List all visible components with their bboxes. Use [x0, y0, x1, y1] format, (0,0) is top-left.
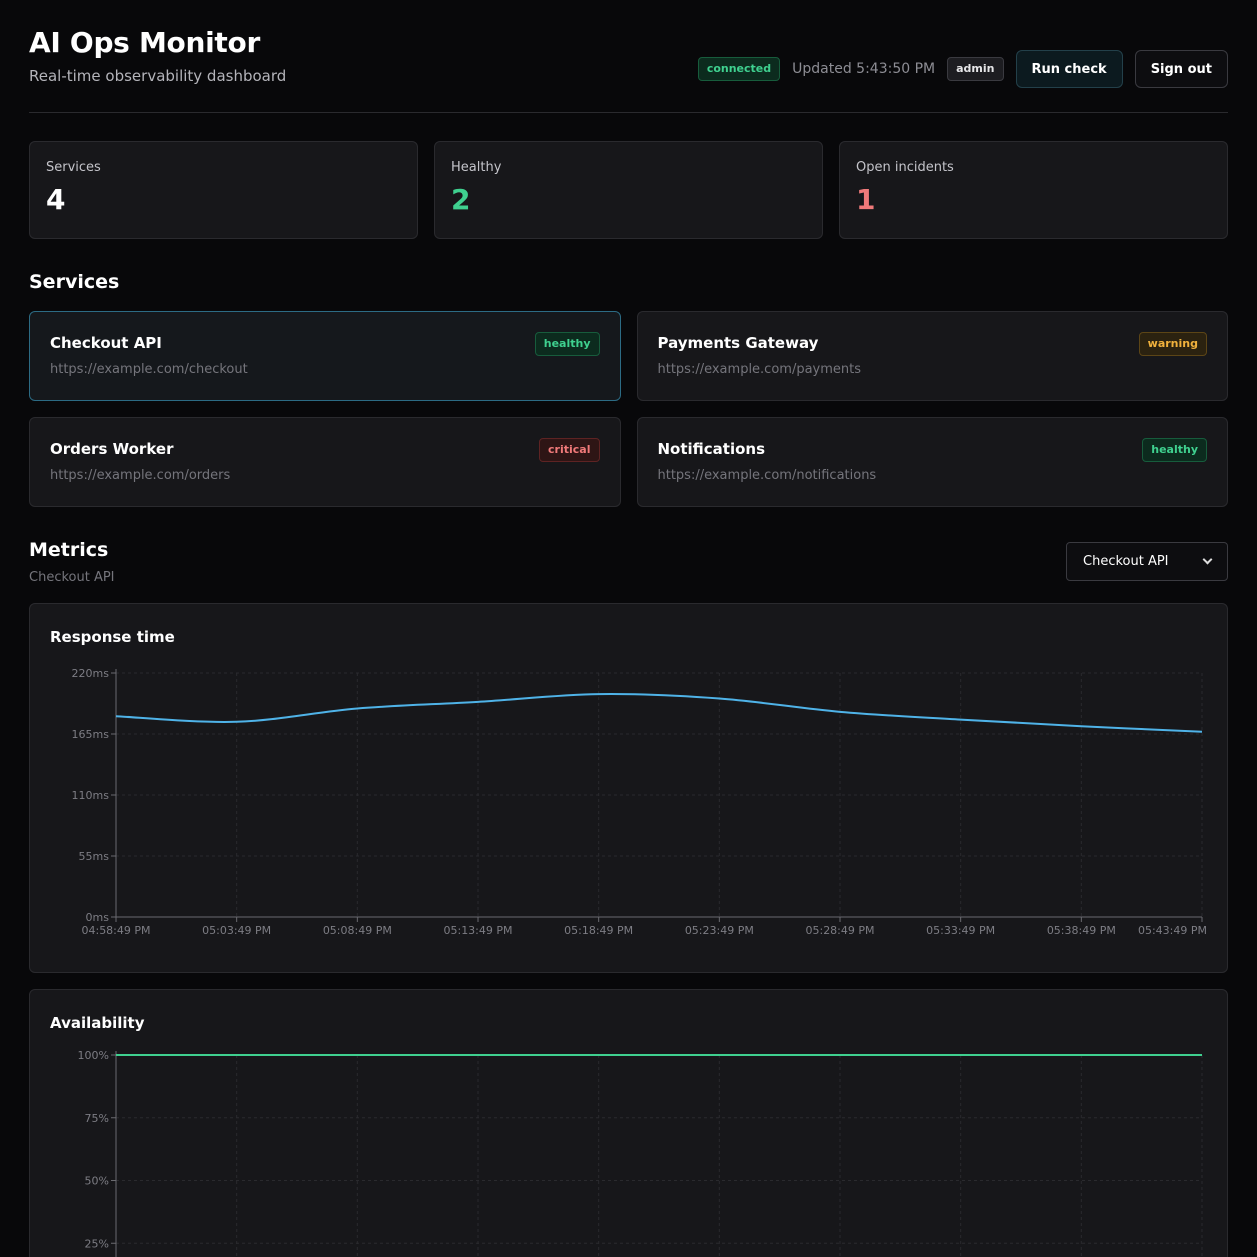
service-name: Notifications — [657, 440, 766, 458]
x-tick-label: 05:28:49 PM — [805, 924, 874, 937]
service-select[interactable]: Checkout API — [1066, 542, 1228, 581]
x-tick-label: 05:38:49 PM — [1047, 924, 1116, 937]
service-url: https://example.com/notifications — [657, 468, 877, 483]
service-select-value: Checkout API — [1083, 554, 1169, 569]
x-tick-label: 05:18:49 PM — [564, 924, 633, 937]
x-tick-label: 05:08:49 PM — [323, 924, 392, 937]
stat-value: 2 — [451, 183, 471, 216]
service-card-notifications[interactable]: Notifications https://example.com/notifi… — [636, 417, 1228, 507]
service-name: Payments Gateway — [657, 334, 819, 352]
run-check-button[interactable]: Run check — [1015, 50, 1123, 88]
x-tick-label: 04:58:49 PM — [81, 924, 150, 937]
x-tick-label: 05:03:49 PM — [202, 924, 271, 937]
x-tick-label: 05:43:49 PM — [1138, 924, 1207, 937]
availability-chart: 25% 50% 75% 100% — [78, 1049, 1203, 1257]
stat-card-services: Services 4 — [29, 141, 418, 239]
app-title: AI Ops Monitor — [29, 26, 260, 59]
stat-value: 4 — [46, 183, 66, 216]
y-tick-label: 165ms — [72, 728, 110, 741]
stats-row: Services 4 Healthy 2 Open incidents 1 — [29, 141, 1228, 239]
chart-title: Response time — [50, 628, 175, 646]
x-tick-label: 05:13:49 PM — [443, 924, 512, 937]
app-header: AI Ops Monitor Real-time observability d… — [29, 26, 1228, 113]
stat-card-open-incidents: Open incidents 1 — [839, 141, 1228, 239]
response-time-chart: 0ms 55ms 110ms 165ms 220ms 04:58:49 PM 05:03:4… — [72, 667, 1207, 937]
y-tick-label: 100% — [78, 1049, 109, 1062]
services-section-title: Services — [29, 271, 120, 293]
y-tick-label: 55ms — [79, 850, 110, 863]
user-role-badge: admin — [947, 57, 1004, 81]
app-subtitle: Real-time observability dashboard — [29, 67, 287, 85]
service-name: Orders Worker — [50, 440, 174, 458]
service-name: Checkout API — [50, 334, 162, 352]
y-tick-label: 75% — [85, 1112, 109, 1125]
service-card-orders-worker[interactable]: Orders Worker https://example.com/orders… — [29, 417, 621, 507]
sign-out-button[interactable]: Sign out — [1134, 50, 1228, 88]
availability-chart-card: Availability 25% 50% 75% 100% — [29, 989, 1228, 1257]
status-badge: healthy — [534, 332, 600, 356]
status-badge: healthy — [1142, 438, 1207, 462]
response-time-chart-card: Response time 0ms 55ms 110ms 165ms 220ms 04:5… — [29, 603, 1228, 973]
service-card-payments-gateway[interactable]: Payments Gateway https://example.com/pay… — [636, 311, 1228, 401]
last-updated-text: Updated 5:43:50 PM — [792, 61, 936, 77]
metrics-selected-service: Checkout API — [29, 570, 115, 585]
status-badge: critical — [539, 438, 600, 462]
y-tick-label: 25% — [85, 1237, 109, 1250]
chevron-down-icon — [1202, 554, 1213, 565]
y-tick-label: 50% — [85, 1175, 109, 1188]
x-tick-label: 05:23:49 PM — [685, 924, 754, 937]
services-grid: Checkout API https://example.com/checkou… — [29, 311, 1228, 507]
metrics-section-title: Metrics — [29, 539, 109, 561]
service-url: https://example.com/checkout — [50, 362, 248, 377]
y-tick-label: 110ms — [72, 789, 110, 802]
stat-label: Services — [46, 160, 101, 175]
x-tick-label: 05:33:49 PM — [926, 924, 995, 937]
stat-value: 1 — [856, 183, 876, 216]
connection-status-badge: connected — [697, 57, 781, 81]
stat-label: Healthy — [451, 160, 502, 175]
service-url: https://example.com/payments — [657, 362, 862, 377]
header-actions: connected Updated 5:43:50 PM admin Run c… — [697, 50, 1228, 88]
stat-label: Open incidents — [856, 160, 954, 175]
service-url: https://example.com/orders — [50, 468, 231, 483]
y-tick-label: 0ms — [86, 911, 110, 924]
status-badge: warning — [1138, 332, 1207, 356]
stat-card-healthy: Healthy 2 — [434, 141, 823, 239]
y-tick-label: 220ms — [72, 667, 110, 680]
service-card-checkout-api[interactable]: Checkout API https://example.com/checkou… — [29, 311, 621, 401]
chart-title: Availability — [50, 1014, 145, 1032]
series-line — [115, 692, 1203, 733]
